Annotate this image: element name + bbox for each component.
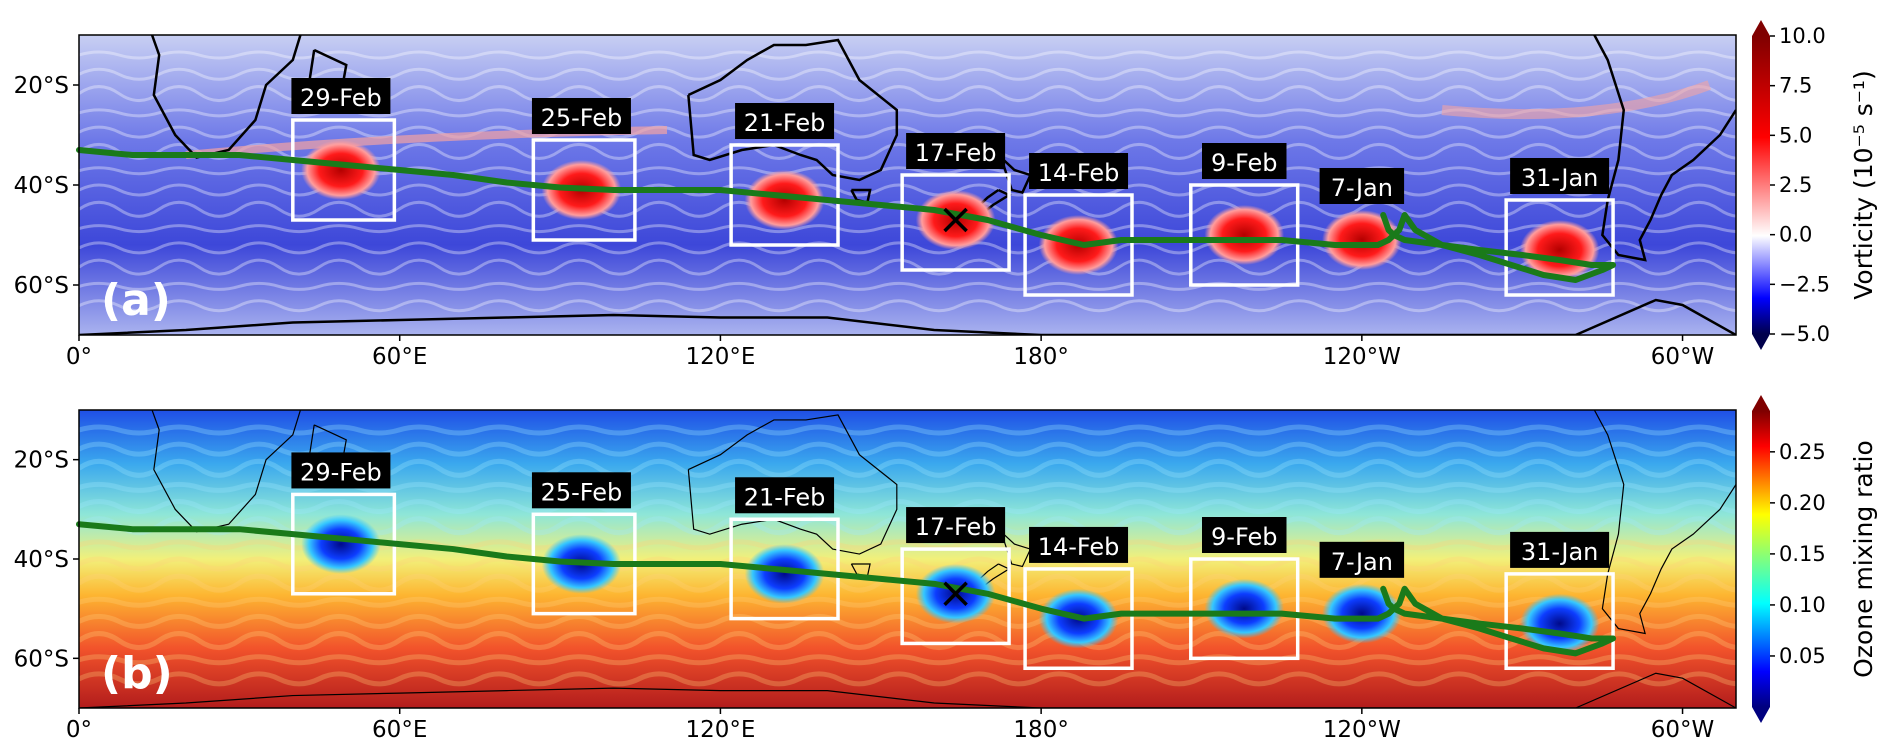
- date-label: 25-Feb: [531, 472, 631, 509]
- colorbar-tick-label: −5.0: [1779, 322, 1830, 346]
- x-tick-label: 120°E: [685, 344, 755, 370]
- vortex-core: [1322, 583, 1402, 644]
- x-tick-label: 60°E: [372, 344, 427, 370]
- date-label: 7-Jan: [1319, 168, 1405, 204]
- date-label: 21-Feb: [735, 103, 835, 139]
- vortex-box: [1504, 572, 1615, 671]
- colorbar-b: 0.25 0.20 0.15 0.10 0.05 Ozone mixing ratio: [1752, 395, 1878, 723]
- x-tick-label: 180°: [1013, 344, 1068, 370]
- panel-b: 29-Feb 25-Feb 21-Feb 17-Feb 14-Feb 9-Feb 7-Jan…: [14, 395, 1878, 743]
- vortex-box: [1504, 198, 1615, 297]
- svg-text:31-Jan: 31-Jan: [1521, 538, 1599, 566]
- svg-text:25-Feb: 25-Feb: [541, 104, 623, 132]
- colorbar-tick-label: 10.0: [1779, 24, 1826, 48]
- y-tick-label: 40°S: [14, 547, 69, 573]
- svg-text:25-Feb: 25-Feb: [541, 478, 623, 506]
- date-label: 29-Feb: [291, 452, 391, 489]
- vortex-track: [76, 147, 1617, 283]
- colorbar-tick-label: 0.10: [1779, 593, 1826, 617]
- vortex-core: [301, 514, 381, 574]
- vortex-core: [744, 170, 825, 230]
- svg-text:14-Feb: 14-Feb: [1038, 159, 1120, 187]
- vortex-core: [1204, 578, 1285, 639]
- axis-ticks: 0° 60°E 120°E 180° 120°W 60°W 20°S 40°S 60°S: [14, 448, 1715, 743]
- x-tick-label: 0°: [66, 717, 92, 743]
- vortex-box: [900, 547, 1011, 646]
- vortex-track: [76, 521, 1617, 657]
- y-tick-label: 60°S: [14, 646, 69, 672]
- vortex-box: [1023, 193, 1134, 297]
- vortex-core: [744, 544, 825, 604]
- colorbar-tick-label: 0.05: [1779, 644, 1826, 668]
- y-tick-label: 20°S: [14, 73, 69, 99]
- colorbar-tick-label: 7.5: [1779, 74, 1812, 98]
- x-tick-label: 180°: [1013, 717, 1068, 743]
- y-tick-label: 60°S: [14, 273, 69, 299]
- svg-text:21-Feb: 21-Feb: [744, 109, 826, 137]
- colorbar-a: 10.0 7.5 5.0 2.5 0.0 −2.5 −5.0 Vorticity (10⁻⁵ …: [1752, 20, 1878, 350]
- svg-text:9-Feb: 9-Feb: [1211, 523, 1277, 551]
- date-label: 25-Feb: [531, 98, 631, 134]
- cross-marker: [943, 207, 968, 233]
- colorbar-tick-label: 0.25: [1779, 440, 1826, 464]
- date-label: 9-Feb: [1201, 517, 1287, 553]
- colorbar-tick-label: 0.20: [1779, 491, 1826, 515]
- x-tick-label: 60°E: [372, 717, 427, 743]
- x-tick-label: 120°E: [685, 717, 755, 743]
- x-tick-label: 60°W: [1651, 344, 1715, 370]
- date-label: 31-Jan: [1510, 158, 1610, 194]
- vortex-box: [900, 173, 1011, 272]
- vortex-core: [1322, 210, 1402, 270]
- colorbar-tick-label: 2.5: [1779, 173, 1812, 197]
- panel-label: (b): [101, 648, 173, 699]
- date-label: 21-Feb: [735, 477, 835, 514]
- y-tick-label: 20°S: [14, 448, 69, 474]
- date-label: 31-Jan: [1510, 531, 1610, 568]
- svg-text:29-Feb: 29-Feb: [300, 84, 382, 112]
- colorbar-tick-label: 0.15: [1779, 542, 1826, 566]
- date-label: 17-Feb: [906, 507, 1006, 544]
- panel-a: 29-Feb 25-Feb 21-Feb 17-Feb 14-Feb 9-Feb 7-Jan…: [14, 20, 1878, 370]
- svg-text:17-Feb: 17-Feb: [915, 513, 997, 541]
- colorbar-label: Ozone mixing ratio: [1849, 440, 1878, 678]
- svg-text:31-Jan: 31-Jan: [1521, 164, 1599, 192]
- svg-text:14-Feb: 14-Feb: [1038, 533, 1120, 561]
- colorbar-tick-label: 5.0: [1779, 123, 1812, 147]
- date-label: 17-Feb: [906, 133, 1006, 169]
- svg-text:7-Jan: 7-Jan: [1331, 174, 1393, 202]
- svg-text:17-Feb: 17-Feb: [915, 139, 997, 167]
- vortex-core: [1204, 205, 1285, 265]
- date-label: 7-Jan: [1319, 541, 1405, 578]
- vortex-box: [1189, 557, 1300, 661]
- svg-text:9-Feb: 9-Feb: [1211, 149, 1277, 177]
- svg-text:29-Feb: 29-Feb: [300, 458, 382, 486]
- vortex-box: [729, 517, 840, 621]
- vortex-box: [729, 143, 840, 247]
- date-label: 9-Feb: [1201, 143, 1287, 179]
- colorbar-tick-label: −2.5: [1779, 272, 1830, 296]
- vortex-box: [1023, 567, 1134, 671]
- panel-label: (a): [101, 275, 171, 326]
- colorbar-label: Vorticity (10⁻⁵ s⁻¹): [1849, 70, 1878, 299]
- x-tick-label: 60°W: [1651, 717, 1715, 743]
- date-label: 14-Feb: [1029, 526, 1129, 563]
- y-tick-label: 40°S: [14, 173, 69, 199]
- cross-marker: [943, 581, 968, 607]
- x-tick-label: 0°: [66, 344, 92, 370]
- date-label: 29-Feb: [291, 78, 391, 114]
- x-tick-label: 120°W: [1323, 717, 1401, 743]
- svg-text:7-Jan: 7-Jan: [1331, 548, 1393, 576]
- svg-text:21-Feb: 21-Feb: [744, 483, 826, 511]
- date-label: 14-Feb: [1029, 153, 1129, 189]
- vortex-box: [1189, 183, 1300, 287]
- vortex-core: [301, 140, 381, 200]
- axis-ticks: 0° 60°E 120°E 180° 120°W 60°W 20°S 40°S 60°S: [14, 73, 1715, 370]
- x-tick-label: 120°W: [1323, 344, 1401, 370]
- colorbar-tick-label: 0.0: [1779, 223, 1812, 247]
